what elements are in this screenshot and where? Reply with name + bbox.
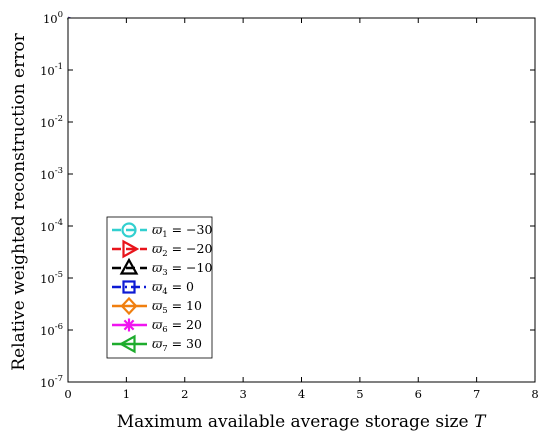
y-tick-label: 10-1 bbox=[40, 62, 63, 78]
legend-label: ϖ4 = 0 bbox=[152, 279, 194, 297]
x-tick-label: 2 bbox=[181, 387, 188, 401]
legend-marker bbox=[122, 239, 140, 259]
y-tick-label: 10-2 bbox=[40, 114, 63, 130]
axes: 0 1 2 3 4 5 6 7 8 10-7 10-6 10-5 10-4 10-3 10-2 10-1 100 bbox=[40, 10, 539, 401]
legend-item: ϖ1 = −30 bbox=[112, 222, 212, 240]
x-axis-label: Maximum available average storage size T bbox=[117, 412, 487, 432]
legend-label: ϖ2 = −20 bbox=[152, 241, 212, 259]
legend-label: ϖ1 = −30 bbox=[152, 222, 212, 240]
y-tick-label: 100 bbox=[43, 10, 63, 26]
legend-item: ϖ7 = 30 bbox=[112, 334, 202, 354]
legend-item: ϖ5 = 10 bbox=[112, 296, 202, 316]
legend-label: ϖ5 = 10 bbox=[152, 298, 202, 316]
legend-label: ϖ3 = −10 bbox=[152, 260, 212, 278]
x-tick-label: 4 bbox=[298, 387, 305, 401]
y-tick-label: 10-7 bbox=[40, 374, 63, 390]
legend-item: ϖ2 = −20 bbox=[112, 239, 212, 259]
marker-stroke bbox=[123, 319, 135, 331]
legend-item: ϖ3 = −10 bbox=[112, 257, 212, 278]
legend-marker bbox=[118, 334, 136, 354]
x-tick-label: 3 bbox=[239, 387, 246, 401]
legend-item: ϖ4 = 0 bbox=[112, 279, 194, 297]
x-tick-label: 6 bbox=[415, 387, 422, 401]
x-tick-label: 0 bbox=[64, 387, 71, 401]
legend-marker bbox=[121, 222, 137, 238]
x-tick-label: 8 bbox=[531, 387, 538, 401]
y-tick-label: 10-6 bbox=[40, 322, 63, 338]
legend-marker bbox=[122, 318, 136, 332]
legend-marker bbox=[119, 257, 139, 275]
legend-item: ϖ6 = 20 bbox=[112, 317, 202, 335]
x-tick-label: 5 bbox=[356, 387, 363, 401]
legend-marker bbox=[120, 296, 138, 316]
x-tick-label: 7 bbox=[473, 387, 480, 401]
y-tick-label: 10-3 bbox=[40, 166, 63, 182]
x-tick-label: 1 bbox=[123, 387, 130, 401]
y-tick-label: 10-4 bbox=[40, 218, 63, 234]
y-axis-label: Relative weighted reconstruction error bbox=[9, 32, 29, 370]
legend-label: ϖ6 = 20 bbox=[152, 317, 202, 335]
y-tick-label: 10-5 bbox=[40, 270, 63, 286]
legend-label: ϖ7 = 30 bbox=[152, 336, 202, 354]
legend-marker bbox=[122, 280, 136, 294]
